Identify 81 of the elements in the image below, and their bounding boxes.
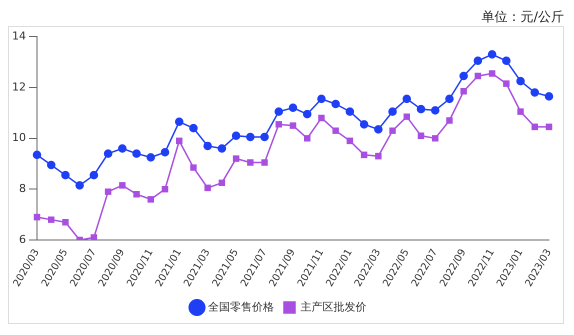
- point: [317, 94, 326, 104]
- point: [360, 152, 368, 158]
- y-tick-label: 14: [12, 29, 26, 42]
- point: [530, 88, 540, 97]
- point: [104, 149, 112, 158]
- point: [48, 216, 54, 223]
- point: [290, 122, 296, 129]
- point: [517, 108, 524, 115]
- point: [90, 234, 98, 240]
- point: [544, 92, 554, 101]
- point: [61, 170, 70, 180]
- point: [46, 160, 56, 170]
- point: [332, 127, 339, 134]
- point: [261, 159, 268, 166]
- point: [459, 72, 468, 80]
- point: [474, 56, 482, 66]
- y-tick-label: 10: [12, 131, 26, 144]
- point: [203, 142, 212, 150]
- point: [346, 138, 354, 144]
- point: [148, 196, 154, 203]
- point: [546, 124, 552, 130]
- y-tick-label: 8: [18, 182, 26, 196]
- point: [331, 100, 340, 108]
- point: [274, 107, 284, 116]
- point: [516, 76, 525, 86]
- point: [502, 56, 511, 66]
- point: [246, 132, 255, 142]
- point: [204, 184, 211, 192]
- point: [304, 135, 310, 142]
- point: [119, 182, 126, 189]
- point: [75, 181, 84, 190]
- point: [176, 138, 182, 144]
- point: [260, 132, 269, 142]
- point: [32, 150, 42, 160]
- point: [402, 94, 412, 104]
- point: [389, 127, 396, 134]
- point: [34, 214, 40, 220]
- point: [430, 106, 440, 115]
- point: [375, 152, 382, 160]
- point: [360, 120, 368, 129]
- point: [404, 113, 410, 120]
- point: [190, 164, 197, 171]
- point: [232, 132, 240, 140]
- point: [503, 80, 510, 87]
- point: [418, 132, 424, 139]
- legend-label: 主产区批发价: [300, 300, 366, 314]
- point: [218, 144, 226, 153]
- point: [162, 186, 168, 192]
- legend-label: 全国零售价格: [208, 300, 274, 314]
- point: [288, 104, 298, 112]
- point: [218, 180, 226, 186]
- point: [445, 94, 454, 104]
- point: [302, 110, 312, 118]
- text: 单位：元/公斤: [480, 9, 564, 26]
- point: [90, 170, 98, 180]
- y-tick-label: 12: [12, 80, 26, 94]
- point: [276, 121, 282, 128]
- point: [160, 148, 170, 157]
- point: [346, 107, 354, 116]
- y-tick-label: 6: [18, 232, 26, 246]
- point: [146, 153, 156, 162]
- point: [488, 70, 496, 77]
- point: [118, 144, 127, 153]
- point: [133, 191, 140, 198]
- point: [432, 135, 438, 142]
- point: [446, 117, 453, 124]
- point: [460, 88, 467, 94]
- point: [388, 107, 397, 116]
- point: [132, 149, 141, 158]
- point: [189, 124, 198, 132]
- point: [318, 114, 325, 122]
- point: [416, 104, 426, 114]
- point: [62, 219, 69, 226]
- point: [232, 155, 240, 162]
- point: [104, 188, 112, 195]
- point: [247, 159, 254, 166]
- point: [374, 125, 383, 134]
- point: [488, 50, 496, 59]
- point: [174, 118, 184, 126]
- point: [474, 72, 482, 80]
- point: [532, 124, 538, 130]
